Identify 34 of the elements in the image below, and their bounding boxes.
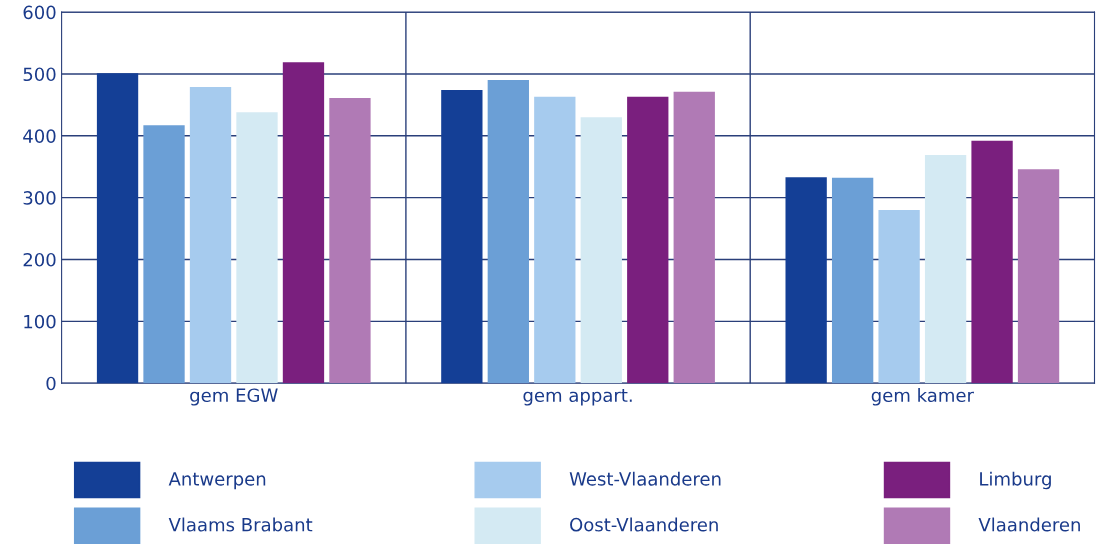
bar bbox=[673, 91, 715, 384]
bar bbox=[487, 80, 529, 384]
bar bbox=[96, 73, 139, 384]
y-tick-label: 500 bbox=[23, 67, 56, 82]
bar bbox=[971, 140, 1013, 384]
legend-label: Oost-Vlaanderen bbox=[570, 517, 718, 532]
bar bbox=[785, 177, 827, 384]
bar bbox=[189, 86, 232, 384]
bar bbox=[831, 177, 874, 384]
bar bbox=[580, 117, 622, 384]
legend-label: West-Vlaanderen bbox=[569, 471, 721, 486]
bar bbox=[236, 112, 278, 384]
y-tick-label: 0 bbox=[46, 376, 56, 391]
x-tick-label: gem kamer bbox=[871, 388, 974, 406]
bar bbox=[627, 96, 669, 384]
y-tick-label: 100 bbox=[24, 314, 56, 329]
bar bbox=[924, 154, 967, 384]
legend-label: Limburg bbox=[980, 471, 1051, 490]
bar bbox=[282, 62, 325, 384]
bar bbox=[878, 210, 920, 384]
y-tick-label: 600 bbox=[23, 5, 56, 20]
y-tick-label: 300 bbox=[23, 191, 56, 205]
x-tick-label: gem appart. bbox=[523, 389, 632, 406]
legend-label: Antwerpen bbox=[168, 472, 266, 490]
bar bbox=[329, 98, 371, 384]
legend-label: Vlaams Brabant bbox=[168, 517, 313, 532]
legend-label: Vlaanderen bbox=[978, 517, 1080, 532]
bar bbox=[534, 96, 576, 384]
bar bbox=[143, 125, 185, 384]
y-tick-label: 400 bbox=[23, 129, 56, 143]
bar bbox=[441, 90, 483, 384]
y-tick-label: 200 bbox=[23, 252, 56, 267]
x-tick-label: gem EGW bbox=[190, 388, 278, 406]
bar bbox=[1017, 169, 1060, 384]
